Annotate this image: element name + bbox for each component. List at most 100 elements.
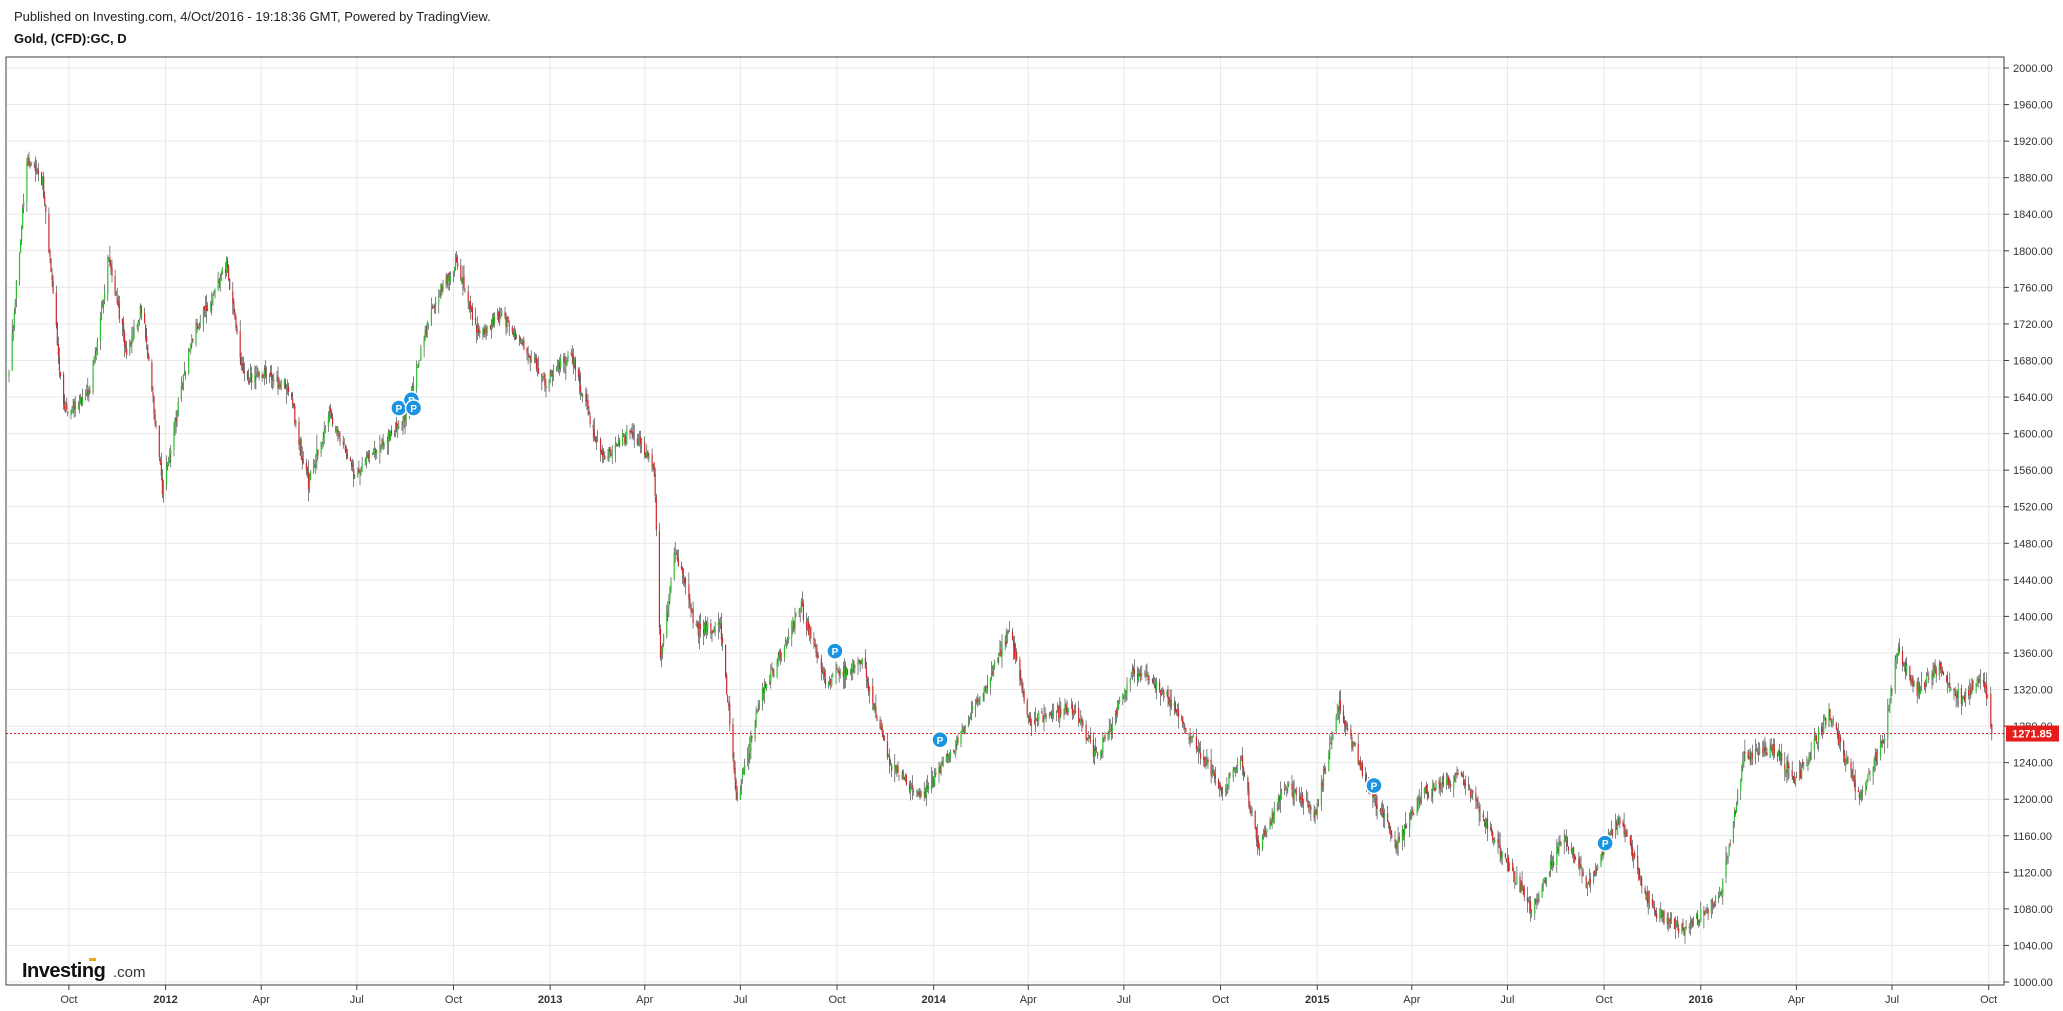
candle-up <box>566 360 568 365</box>
candle-up <box>395 422 397 436</box>
candle-up <box>1107 734 1109 740</box>
candle-up <box>1869 774 1871 775</box>
candle-up <box>213 290 215 293</box>
candle-up <box>1865 784 1867 792</box>
candle-up <box>1801 763 1803 779</box>
candle-down <box>1243 768 1245 777</box>
candle-down <box>602 451 604 457</box>
candle-up <box>548 379 550 389</box>
candle-up <box>1917 682 1919 694</box>
candle-up <box>1146 674 1148 677</box>
candle-down <box>521 341 523 345</box>
candle-down <box>277 376 279 389</box>
candle-down <box>1163 691 1165 698</box>
candle-down <box>751 736 753 739</box>
publication-marker[interactable]: P <box>931 731 949 749</box>
candle-down <box>616 444 618 446</box>
candle-up <box>755 710 757 726</box>
candle-up <box>744 764 746 775</box>
candle-up <box>1191 736 1193 739</box>
candle-up <box>706 625 708 633</box>
candle-down <box>1412 810 1414 816</box>
candle-down <box>1324 768 1326 771</box>
publication-marker[interactable]: P <box>1596 834 1614 852</box>
candle-up <box>138 319 140 324</box>
candle-down <box>192 338 194 342</box>
candle-up <box>880 725 882 729</box>
price-axis[interactable]: 1000.00 1040.00 1080.00 1120.00 1160.00 1200.… <box>2003 57 2053 989</box>
candle-up <box>1522 886 1524 890</box>
candle-down <box>1221 787 1223 795</box>
candle-up <box>874 706 876 711</box>
candle-down <box>1678 928 1680 933</box>
candle-down <box>872 686 874 704</box>
event-markers[interactable]: PPPPPPP <box>390 391 1614 852</box>
candle-up <box>1035 716 1037 723</box>
candle-down <box>463 275 465 289</box>
candle-up <box>1093 749 1096 757</box>
candle-down <box>469 300 471 310</box>
publication-marker[interactable]: P <box>404 399 423 417</box>
candle-up <box>310 470 312 480</box>
candle-down <box>1916 681 1918 696</box>
candle-up <box>1441 778 1443 782</box>
candle-down <box>1339 700 1341 711</box>
candle-up <box>70 410 72 416</box>
candle-up <box>1506 858 1508 864</box>
candle-up <box>1001 643 1003 657</box>
last-price-label: 1271.85 <box>2012 729 2052 741</box>
candle-up <box>1119 700 1121 702</box>
candle-down <box>633 435 635 437</box>
publication-marker[interactable]: P <box>826 642 844 660</box>
time-axis[interactable]: Oct 2012 Apr Jul Oct 2013 Apr Jul Oct 2014 Apr Jul O… <box>6 984 2004 1006</box>
candle-down <box>1663 910 1665 924</box>
candle-down <box>1041 711 1043 714</box>
publication-marker[interactable]: P <box>1365 776 1383 795</box>
candle-up <box>999 651 1001 653</box>
candle-down <box>912 785 914 789</box>
candle-up <box>199 321 201 325</box>
candle-down <box>1682 922 1684 930</box>
candle-up <box>809 628 811 634</box>
candle-up <box>747 758 749 763</box>
candle-down <box>690 603 692 612</box>
candle-down <box>1375 797 1377 807</box>
candle-up <box>549 372 551 381</box>
candle-up <box>1725 858 1727 878</box>
candle-down <box>1821 727 1823 732</box>
candle-up <box>1117 707 1119 714</box>
candle-up <box>1453 776 1455 789</box>
candle-up <box>603 455 605 457</box>
candle-down <box>1845 763 1847 765</box>
candle-up <box>99 317 101 342</box>
candle-down <box>883 735 885 741</box>
candle-up <box>189 348 191 351</box>
candle-up <box>741 771 744 778</box>
candle-down <box>394 433 396 435</box>
grid-lines <box>6 57 2004 985</box>
candle-up <box>1416 808 1418 814</box>
candle-up <box>1632 853 1635 858</box>
candle-up <box>1558 842 1560 853</box>
candle-down <box>1669 919 1671 922</box>
candle-up <box>1572 848 1574 854</box>
candle-down <box>534 358 536 360</box>
candle-up <box>1294 790 1296 793</box>
candle-down <box>349 458 352 461</box>
candle-up <box>1976 679 1978 682</box>
candle-down <box>1898 647 1900 652</box>
candle-down <box>37 170 39 173</box>
candle-down <box>1133 669 1135 674</box>
y-tick-label: 1520.00 <box>2013 502 2053 514</box>
candle-down <box>1096 751 1098 753</box>
candle-up <box>169 452 171 462</box>
marker-badge <box>404 399 423 417</box>
candle-down <box>564 362 566 364</box>
candle-down <box>1839 736 1842 742</box>
candle-up <box>1948 683 1950 685</box>
candle-down <box>1729 843 1731 845</box>
candle-down <box>1901 651 1904 665</box>
candle-up <box>1225 787 1227 794</box>
candle-up <box>975 701 977 704</box>
